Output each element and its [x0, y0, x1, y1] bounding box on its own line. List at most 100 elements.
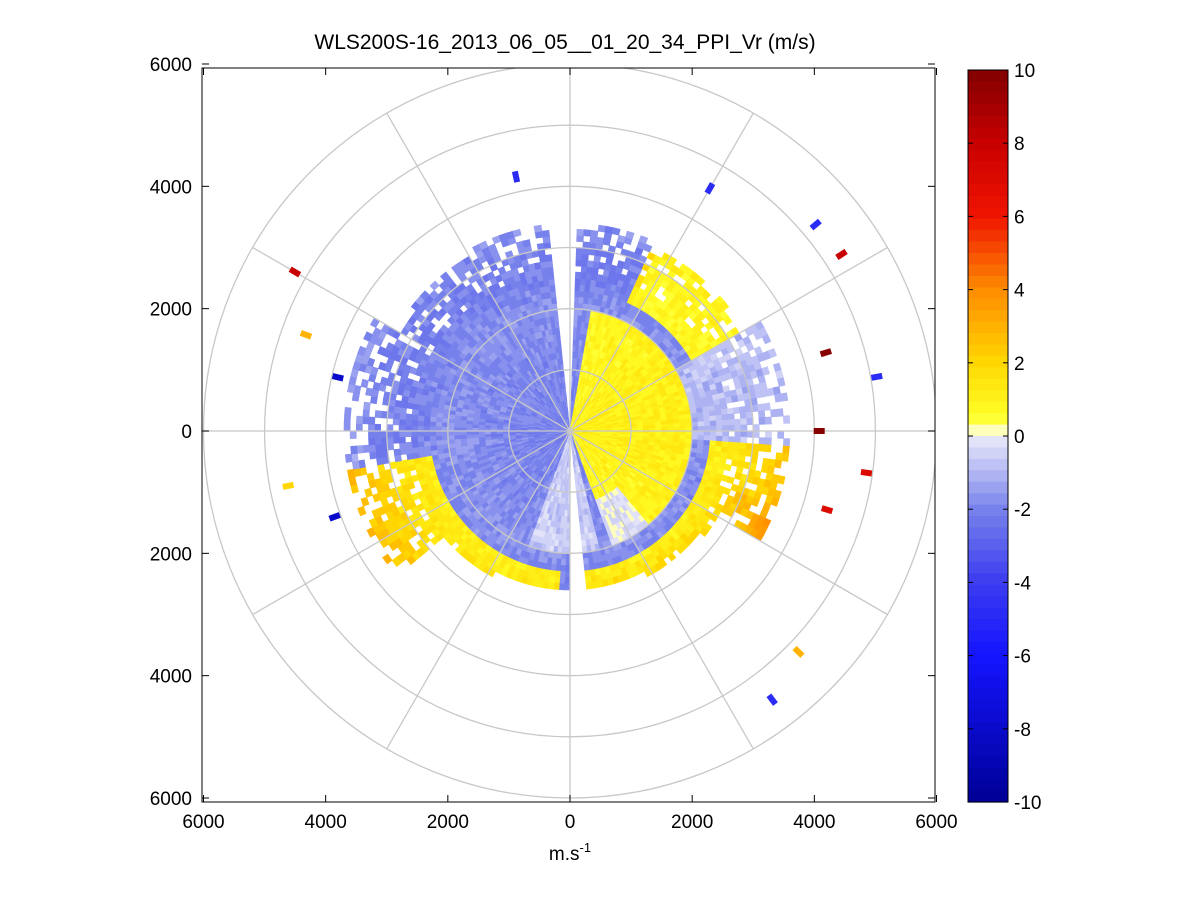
velocity-cell: [478, 433, 486, 438]
velocity-cell: [763, 402, 771, 411]
velocity-cell: [703, 425, 711, 432]
velocity-cell: [399, 412, 407, 420]
velocity-cell: [559, 564, 566, 572]
velocity-cell: [423, 440, 431, 447]
velocity-cell: [423, 445, 432, 452]
velocity-cell: [392, 412, 401, 420]
plot-area: [202, 68, 935, 802]
velocity-cell: [399, 447, 408, 456]
velocity-cell: [564, 583, 571, 591]
velocity-cell: [642, 243, 653, 253]
velocity-cell: [709, 415, 717, 422]
velocity-cell: [661, 423, 669, 429]
velocity-cell: [697, 435, 705, 441]
velocity-cell: [459, 434, 467, 440]
velocity-cell: [776, 408, 784, 417]
velocity-cell: [404, 430, 412, 438]
velocity-cell: [447, 422, 455, 428]
velocity-cell: [579, 284, 586, 292]
velocity-cell: [728, 419, 736, 426]
velocity-cell: [453, 438, 462, 444]
velocity-cell: [399, 406, 408, 415]
velocity-cell: [715, 414, 723, 422]
velocity-cell: [561, 540, 567, 548]
velocity-cell: [369, 451, 377, 460]
velocity-cell: [734, 418, 742, 426]
velocity-cell: [777, 475, 786, 485]
velocity-cell: [648, 424, 656, 429]
velocity-cell: [716, 430, 724, 437]
velocity-cell: [386, 436, 394, 445]
velocity-cell: [574, 283, 581, 292]
velocity-cell: [393, 448, 401, 457]
velocity-cell: [417, 445, 426, 453]
velocity-cell: [429, 440, 437, 447]
velocity-cell: [484, 433, 492, 438]
velocity-cell: [709, 440, 717, 447]
velocity-cell: [772, 386, 781, 396]
velocity-cell: [739, 442, 748, 450]
velocity-cell: [435, 421, 443, 427]
velocity-cell: [611, 227, 621, 236]
velocity-cell: [721, 419, 730, 427]
velocity-cell: [351, 392, 360, 402]
velocity-cell: [399, 442, 407, 450]
velocity-cell: [411, 414, 419, 421]
velocity-cell: [564, 565, 571, 573]
velocity-cell: [573, 308, 579, 316]
velocity-cell: [697, 416, 705, 423]
velocity-cell: [715, 435, 723, 443]
velocity-cell: [574, 296, 580, 304]
velocity-cell: [435, 430, 443, 437]
velocity-cell: [577, 509, 583, 517]
velocity-cell: [740, 430, 748, 438]
velocity-cell: [710, 430, 717, 437]
velocity-cell: [575, 259, 583, 267]
velocity-cell: [777, 377, 786, 387]
velocity-cell: [410, 425, 418, 432]
velocity-cell: [782, 445, 790, 455]
velocity-cell: [416, 425, 424, 432]
polar-plot-axes: 6000 4000 2000 0 2000 4000 6000 60004000200002…: [150, 55, 958, 865]
velocity-cell: [394, 399, 402, 408]
velocity-cell: [721, 435, 730, 443]
velocity-cell: [372, 381, 381, 391]
velocity-cell: [581, 253, 589, 262]
velocity-cell: [590, 229, 599, 238]
velocity-cell: [441, 434, 449, 441]
velocity-cell: [398, 436, 406, 444]
velocity-cell: [564, 571, 571, 579]
velocity-cell: [410, 435, 419, 443]
velocity-cell: [368, 430, 376, 439]
velocity-cell: [423, 425, 430, 432]
velocity-cell: [365, 387, 374, 397]
velocity-cell: [410, 419, 419, 427]
velocity-cell: [774, 459, 783, 469]
velocity-cell: [576, 228, 585, 237]
velocity-cell: [732, 406, 741, 415]
velocity-cell: [721, 441, 729, 448]
velocity-cell: [573, 314, 579, 322]
velocity-cell: [740, 436, 748, 444]
velocity-cell: [559, 570, 566, 579]
velocity-cell: [410, 430, 418, 437]
velocity-cell: [580, 265, 588, 274]
velocity-cell: [435, 425, 443, 432]
velocity-cell: [392, 436, 400, 444]
velocity-cell: [386, 424, 394, 432]
velocity-cell: [709, 435, 717, 442]
velocity-cell: [702, 411, 711, 418]
velocity-cell: [374, 410, 383, 419]
velocity-cell: [560, 558, 566, 566]
velocity-cell: [739, 405, 747, 414]
velocity-cell: [782, 438, 791, 447]
velocity-cell: [691, 430, 699, 436]
velocity-cell: [781, 453, 790, 462]
velocity-cell: [758, 437, 766, 446]
velocity-cell: [770, 408, 778, 418]
velocity-cell: [728, 424, 736, 432]
velocity-cell: [347, 468, 356, 479]
velocity-cell: [394, 454, 402, 463]
velocity-cell: [583, 563, 590, 572]
velocity-cell: [429, 430, 437, 437]
